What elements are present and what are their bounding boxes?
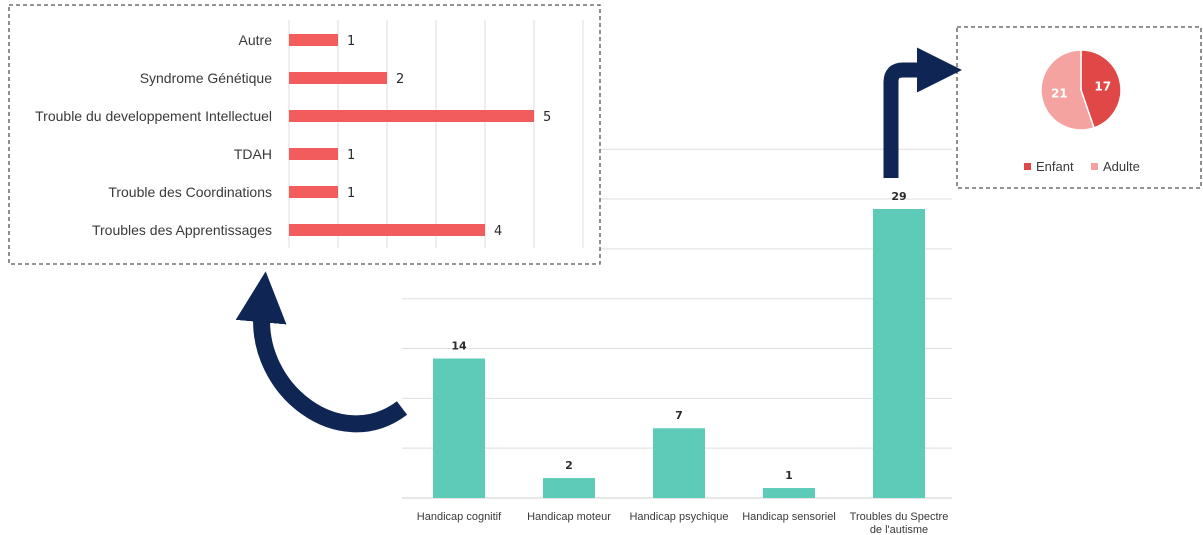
main-bar-data-label: 7 xyxy=(675,409,683,422)
detail-category-label: Trouble des Coordinations xyxy=(108,184,272,200)
detail-category-label: TDAH xyxy=(234,146,272,162)
curved-arrow-to-detail xyxy=(235,271,408,433)
main-bar-data-label: 29 xyxy=(891,190,906,203)
main-bar-data-label: 2 xyxy=(565,459,573,472)
main-bar xyxy=(543,478,595,498)
main-bar xyxy=(763,488,815,498)
detail-chart-gridlines xyxy=(288,20,584,248)
detail-bar xyxy=(289,72,387,84)
pie-legend: Enfant Adulte xyxy=(1024,159,1140,174)
pie-slice xyxy=(1080,49,1122,129)
detail-bar-data-label: 1 xyxy=(347,148,355,163)
detail-bar-data-label: 5 xyxy=(543,110,551,125)
main-bar-data-label: 14 xyxy=(451,339,467,352)
main-category-label: Handicap moteur xyxy=(527,511,611,523)
pie-slice-label: 17 xyxy=(1094,79,1111,93)
legend-label: Enfant xyxy=(1036,159,1074,174)
detail-bar-chart: 1 Autre 2 Syndrome Génétique 5 Trouble du dev… xyxy=(35,32,551,239)
main-category-label: Handicap sensoriel xyxy=(742,511,836,523)
main-bar xyxy=(433,358,485,498)
legend-label: Adulte xyxy=(1103,159,1140,174)
detail-category-label: Autre xyxy=(239,32,273,48)
main-category-label: de l'autisme xyxy=(870,524,928,535)
main-bar xyxy=(873,209,925,498)
main-bar xyxy=(653,428,705,498)
bent-arrow-to-pie xyxy=(883,47,962,178)
detail-bar-data-label: 4 xyxy=(494,224,502,239)
detail-bar-data-label: 1 xyxy=(347,34,355,49)
detail-bar xyxy=(289,110,534,122)
detail-bar xyxy=(289,224,485,236)
detail-category-label: Troubles des Apprentissages xyxy=(92,222,272,238)
detail-category-label: Trouble du developpement Intellectuel xyxy=(35,108,272,124)
legend-swatch xyxy=(1091,163,1098,170)
main-category-label: Troubles du Spectre xyxy=(850,511,949,523)
pie-slice-label: 21 xyxy=(1051,87,1068,101)
detail-category-label: Syndrome Génétique xyxy=(140,70,273,86)
detail-bar-data-label: 1 xyxy=(347,186,355,201)
detail-bar xyxy=(289,148,338,160)
detail-bar-data-label: 2 xyxy=(396,72,404,87)
pie-slice xyxy=(1040,49,1095,131)
legend-swatch xyxy=(1024,163,1031,170)
main-category-label: Handicap psychique xyxy=(629,511,728,523)
main-category-label: Handicap cognitif xyxy=(417,511,502,523)
detail-chart-box xyxy=(8,4,601,265)
main-bar-data-label: 1 xyxy=(785,469,793,482)
detail-bar xyxy=(289,186,338,198)
detail-bar xyxy=(289,34,338,46)
